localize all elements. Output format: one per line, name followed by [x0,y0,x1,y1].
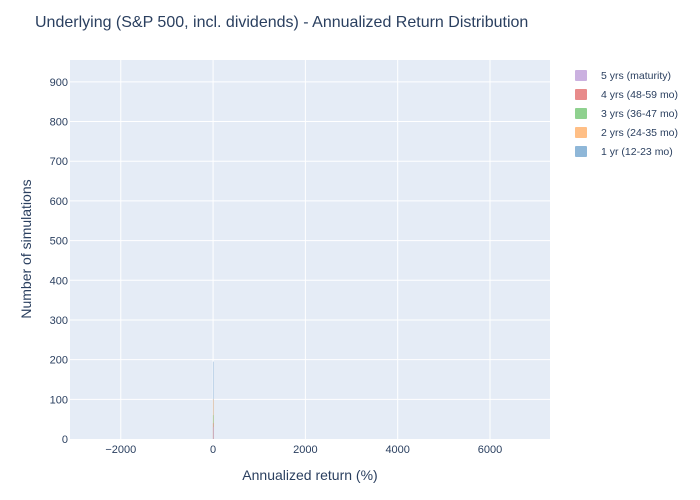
x-tick-label: 6000 [478,444,502,456]
legend-label: 4 yrs (48-59 mo) [601,88,679,101]
x-tick-label: 4000 [385,444,409,456]
legend-swatch [575,146,587,157]
y-tick-label: 800 [50,117,68,129]
legend-item[interactable]: 5 yrs (maturity) [569,66,678,85]
legend-item[interactable]: 1 yr (12-23 mo) [569,142,678,161]
legend-swatch [575,108,587,119]
y-tick-label: 900 [50,77,68,89]
chart-title: Underlying (S&P 500, incl. dividends) - … [35,14,529,31]
legend-swatch [575,127,587,138]
legend: 5 yrs (maturity) 4 yrs (48-59 mo) 3 yrs (3… [569,66,678,161]
legend-item[interactable]: 3 yrs (36-47 mo) [569,104,678,123]
y-tick-labels: 0 100 200 300 400 500 600 700 800 900 [50,77,68,446]
legend-item[interactable]: 4 yrs (48-59 mo) [569,85,678,104]
x-tick-label: 2000 [293,444,317,456]
legend-label: 1 yr (12-23 mo) [601,145,673,158]
x-tick-labels: −2000 0 2000 4000 6000 [105,444,502,456]
y-tick-label: 300 [50,315,68,327]
x-tick-label: 0 [210,444,216,456]
y-tick-label: 200 [50,355,68,367]
y-tick-label: 0 [62,434,68,446]
legend-label: 5 yrs (maturity) [601,69,672,82]
y-tick-label: 100 [50,394,68,406]
legend-item[interactable]: 2 yrs (24-35 mo) [569,123,678,142]
y-tick-label: 500 [50,236,68,248]
y-tick-label: 600 [50,196,68,208]
y-tick-label: 400 [50,275,68,287]
gridlines [70,60,550,439]
x-tick-label: −2000 [105,444,136,456]
histogram-bar[interactable] [212,427,214,439]
x-axis-title: Annualized return (%) [242,467,377,483]
legend-swatch [575,89,587,100]
y-axis-title: Number of simulations [18,179,34,318]
legend-swatch [575,70,587,81]
bars [212,361,214,439]
plot-background [70,60,550,439]
y-tick-label: 700 [50,156,68,168]
legend-label: 2 yrs (24-35 mo) [601,126,679,139]
legend-label: 3 yrs (36-47 mo) [601,107,679,120]
